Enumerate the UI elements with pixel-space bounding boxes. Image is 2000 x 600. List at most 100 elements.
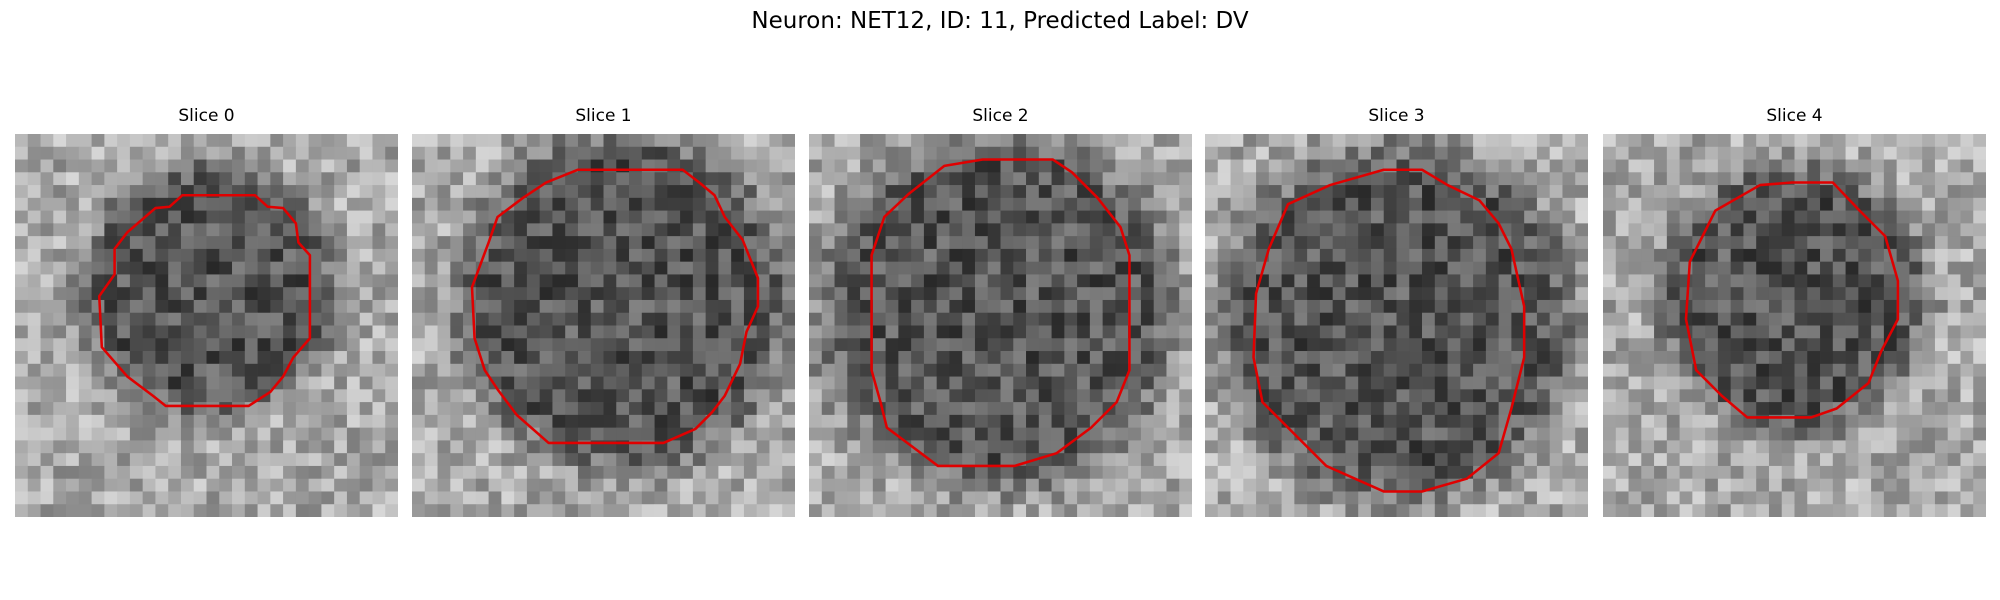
- pixel: [1115, 427, 1129, 441]
- pixel: [1562, 351, 1576, 365]
- pixel: [860, 134, 874, 148]
- pixel: [385, 363, 398, 377]
- pixel: [1307, 351, 1321, 365]
- pixel: [987, 299, 1001, 314]
- pixel: [552, 210, 566, 224]
- pixel: [1896, 402, 1910, 416]
- pixel: [1243, 491, 1257, 505]
- pixel: [1973, 351, 1986, 365]
- pixel: [539, 478, 553, 492]
- pixel: [117, 491, 131, 505]
- pixel: [1422, 351, 1436, 365]
- pixel: [1820, 159, 1834, 173]
- pixel: [66, 363, 80, 377]
- pixel: [821, 312, 835, 326]
- pixel: [257, 210, 271, 224]
- pixel: [1768, 236, 1783, 250]
- pixel: [437, 427, 451, 441]
- pixel: [450, 376, 464, 390]
- pixel: [987, 363, 1001, 377]
- pixel: [680, 210, 694, 224]
- pixel: [295, 414, 310, 429]
- pixel: [577, 478, 592, 492]
- pixel: [603, 504, 617, 517]
- pixel: [1000, 287, 1014, 301]
- pixel: [1654, 172, 1668, 186]
- pixel: [1217, 440, 1231, 454]
- pixel: [526, 172, 541, 186]
- pixel: [257, 338, 271, 352]
- pixel: [1115, 274, 1129, 288]
- pixel: [1077, 159, 1091, 173]
- pixel: [680, 389, 694, 403]
- pixel: [1654, 491, 1668, 505]
- pixel: [1781, 274, 1795, 288]
- pixel: [283, 376, 297, 390]
- pixel: [1705, 389, 1719, 403]
- pixel: [1256, 338, 1270, 352]
- pixel: [1947, 363, 1961, 377]
- pixel: [270, 440, 284, 454]
- pixel: [1549, 363, 1563, 377]
- pixel: [91, 363, 105, 377]
- pixel: [1422, 338, 1436, 352]
- pixel: [936, 223, 950, 237]
- pixel: [1307, 312, 1321, 326]
- pixel: [346, 389, 361, 403]
- pixel: [872, 134, 886, 148]
- pixel: [129, 351, 144, 365]
- pixel: [1845, 338, 1859, 352]
- pixel: [1524, 146, 1538, 160]
- pixel: [1307, 504, 1321, 517]
- pixel: [244, 491, 258, 505]
- pixel: [1641, 402, 1655, 416]
- pixel: [1064, 299, 1078, 314]
- pixel: [1934, 312, 1949, 326]
- pixel: [232, 402, 246, 416]
- pixel: [1332, 134, 1346, 148]
- pixel: [283, 491, 297, 505]
- pixel: [475, 491, 489, 505]
- pixel: [514, 478, 528, 492]
- pixel: [412, 299, 426, 314]
- pixel: [936, 325, 950, 339]
- pixel: [834, 236, 848, 250]
- pixel: [437, 274, 451, 288]
- pixel: [1383, 185, 1397, 199]
- pixel: [1536, 287, 1551, 301]
- pixel: [705, 427, 719, 441]
- pixel: [15, 299, 29, 314]
- pixel: [1562, 414, 1576, 429]
- pixel: [372, 299, 386, 314]
- pixel: [923, 299, 938, 314]
- pixel: [1960, 172, 1974, 186]
- pixel: [936, 440, 950, 454]
- pixel: [1140, 453, 1155, 467]
- pixel: [450, 325, 464, 339]
- pixel: [1038, 248, 1052, 263]
- pixel: [1858, 248, 1872, 263]
- pixel: [692, 274, 707, 288]
- pixel: [385, 185, 398, 199]
- pixel: [1358, 414, 1372, 429]
- pixel: [372, 478, 386, 492]
- pixel: [1485, 185, 1500, 199]
- pixel: [1756, 402, 1770, 416]
- pixel: [1845, 299, 1859, 314]
- pixel: [1409, 134, 1423, 148]
- pixel: [1370, 287, 1385, 301]
- pixel: [372, 338, 386, 352]
- pixel: [1140, 338, 1155, 352]
- pixel: [308, 210, 322, 224]
- pixel: [206, 159, 220, 173]
- pixel: [1628, 223, 1642, 237]
- pixel: [1603, 351, 1617, 365]
- pixel: [1794, 223, 1808, 237]
- pixel: [27, 312, 41, 326]
- pixel: [334, 312, 348, 326]
- pixel: [1268, 338, 1282, 352]
- pixel: [1498, 236, 1512, 250]
- pixel: [1230, 172, 1244, 186]
- pixel: [1524, 185, 1538, 199]
- pixel: [53, 223, 67, 237]
